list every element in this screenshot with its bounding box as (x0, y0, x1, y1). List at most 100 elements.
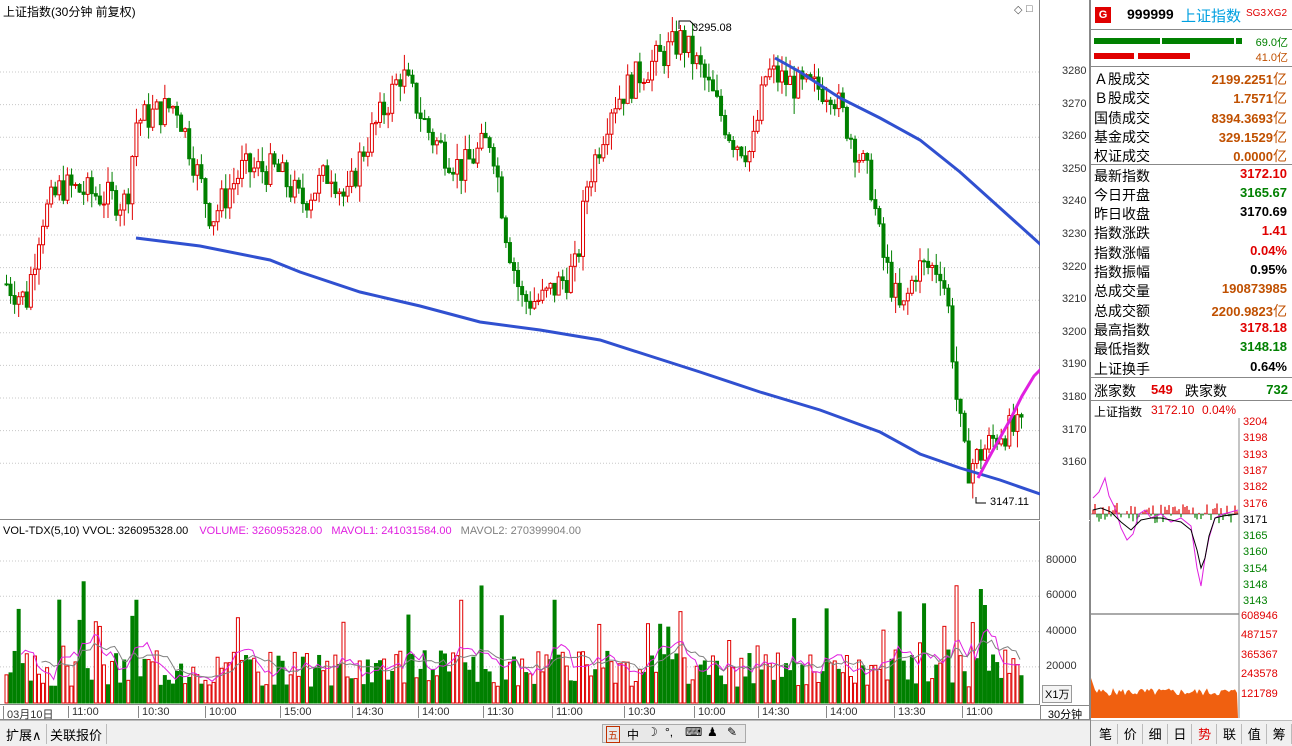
candle (532, 287, 537, 310)
volume-bar (349, 678, 354, 704)
candle (321, 164, 326, 182)
volume-bar (57, 599, 62, 704)
candle (158, 101, 163, 134)
candle (938, 261, 943, 296)
candle (207, 202, 212, 229)
volume-bar (410, 653, 415, 704)
mini-price-tick: 3193 (1243, 448, 1268, 461)
mini-intraday-chart[interactable]: 3204 3198 3193 3187 3182 3176 3171 3165 3160 3154… (1091, 416, 1292, 720)
info-value: 3165.67 (1240, 185, 1287, 200)
high-price-label: 3295.08 (692, 22, 732, 34)
volume-bar (942, 625, 947, 704)
candle (300, 173, 305, 213)
volume-bar (796, 685, 801, 704)
volume-bar (313, 667, 318, 704)
volume-chart[interactable]: VOL-TDX(5,10) VVOL: 326095328.00 VOLUME:… (0, 521, 1040, 705)
panel-tab[interactable]: 笔 (1094, 724, 1118, 744)
panel-tab[interactable]: 值 (1243, 724, 1267, 744)
volume-bar (296, 675, 301, 704)
expand-button[interactable]: 扩展∧ (2, 724, 47, 744)
volume-bar (402, 682, 407, 704)
volume-bar (836, 668, 841, 704)
volume-bar (442, 653, 447, 704)
volume-bar (650, 655, 655, 704)
volume-bar (926, 681, 931, 704)
candle (455, 143, 460, 189)
wrench-icon[interactable]: ✎ (727, 725, 738, 739)
volume-tick: 20000 (1046, 659, 1077, 672)
candle (662, 46, 667, 74)
candle (191, 146, 196, 183)
candle (540, 278, 545, 304)
candle (974, 448, 979, 469)
volume-bar (885, 679, 890, 704)
volume-bar (434, 675, 439, 704)
candle (101, 191, 106, 219)
panel-tab[interactable]: 联 (1218, 724, 1242, 744)
volume-bar (1015, 664, 1020, 704)
volume-bar (934, 664, 939, 704)
volume-bar (142, 658, 147, 704)
panel-tab[interactable]: 细 (1144, 724, 1168, 744)
candle (658, 33, 663, 52)
moon-icon[interactable]: ☽ (647, 725, 658, 739)
info-value: 1.41 (1262, 223, 1287, 238)
candle (288, 174, 293, 203)
panel-tab[interactable]: 日 (1168, 724, 1193, 744)
user-icon[interactable]: ♟ (707, 725, 718, 739)
volume-bar (475, 681, 480, 704)
candle (414, 82, 419, 119)
info-row: 总成交额 2200.9823亿 (1093, 300, 1289, 319)
main-price-chart[interactable]: 上证指数(30分钟 前复权) ◇ □ 3295.08 3147.11 (0, 0, 1040, 520)
candle (942, 267, 947, 296)
candle (333, 173, 338, 199)
info-value-number: 3172.10 (1240, 165, 1287, 181)
chinese-mode-icon[interactable]: 中 (627, 728, 640, 742)
candle (28, 266, 33, 311)
candle (621, 98, 626, 116)
candle (881, 217, 886, 271)
candle (885, 244, 890, 274)
punctuation-icon[interactable]: °, (665, 725, 674, 739)
panel-tab[interactable]: 筹 (1268, 724, 1292, 744)
candle (268, 143, 273, 187)
buy-bar (1236, 38, 1242, 44)
volume-bar (24, 653, 29, 704)
candle (183, 127, 188, 138)
close-icon[interactable]: □ (1026, 3, 1033, 15)
volume-bar (982, 604, 987, 704)
volume-bar (463, 662, 468, 704)
panel-tab[interactable]: 势 (1193, 724, 1218, 744)
panel-tab[interactable]: 价 (1119, 724, 1143, 744)
candle (564, 267, 569, 300)
volume-bar (187, 676, 192, 704)
volume-bar (8, 672, 13, 704)
diamond-icon[interactable]: ◇ (1014, 4, 1023, 16)
candle (130, 155, 135, 220)
volume-bar (572, 680, 577, 704)
candle (203, 177, 208, 218)
volume-bar (309, 686, 313, 704)
volume-bar (662, 654, 667, 704)
volume-bar (784, 663, 789, 704)
volume-bar (893, 649, 898, 704)
keyboard-icon[interactable]: ⌨ (685, 725, 703, 739)
candle (844, 105, 849, 142)
volume-bar (658, 623, 663, 704)
volume-bar (808, 654, 813, 704)
ime-logo-icon[interactable]: 五 (606, 726, 620, 743)
volume-bar (329, 685, 334, 704)
candle (633, 61, 638, 99)
related-quotes-tab[interactable]: 关联报价 (46, 724, 108, 744)
volume-bar (170, 683, 175, 704)
period-button[interactable]: 30分钟 (1040, 705, 1090, 721)
candle (690, 22, 695, 80)
volume-bar (946, 649, 951, 704)
volume-bar (28, 680, 33, 704)
candle (235, 170, 240, 196)
input-method-bar[interactable]: 五 中 ☽ °, ⌨ ♟ ✎ (602, 724, 746, 743)
candle (946, 284, 951, 314)
info-label: 权证成交 (1094, 148, 1150, 165)
candle (576, 248, 581, 263)
volume-bar (361, 684, 366, 704)
